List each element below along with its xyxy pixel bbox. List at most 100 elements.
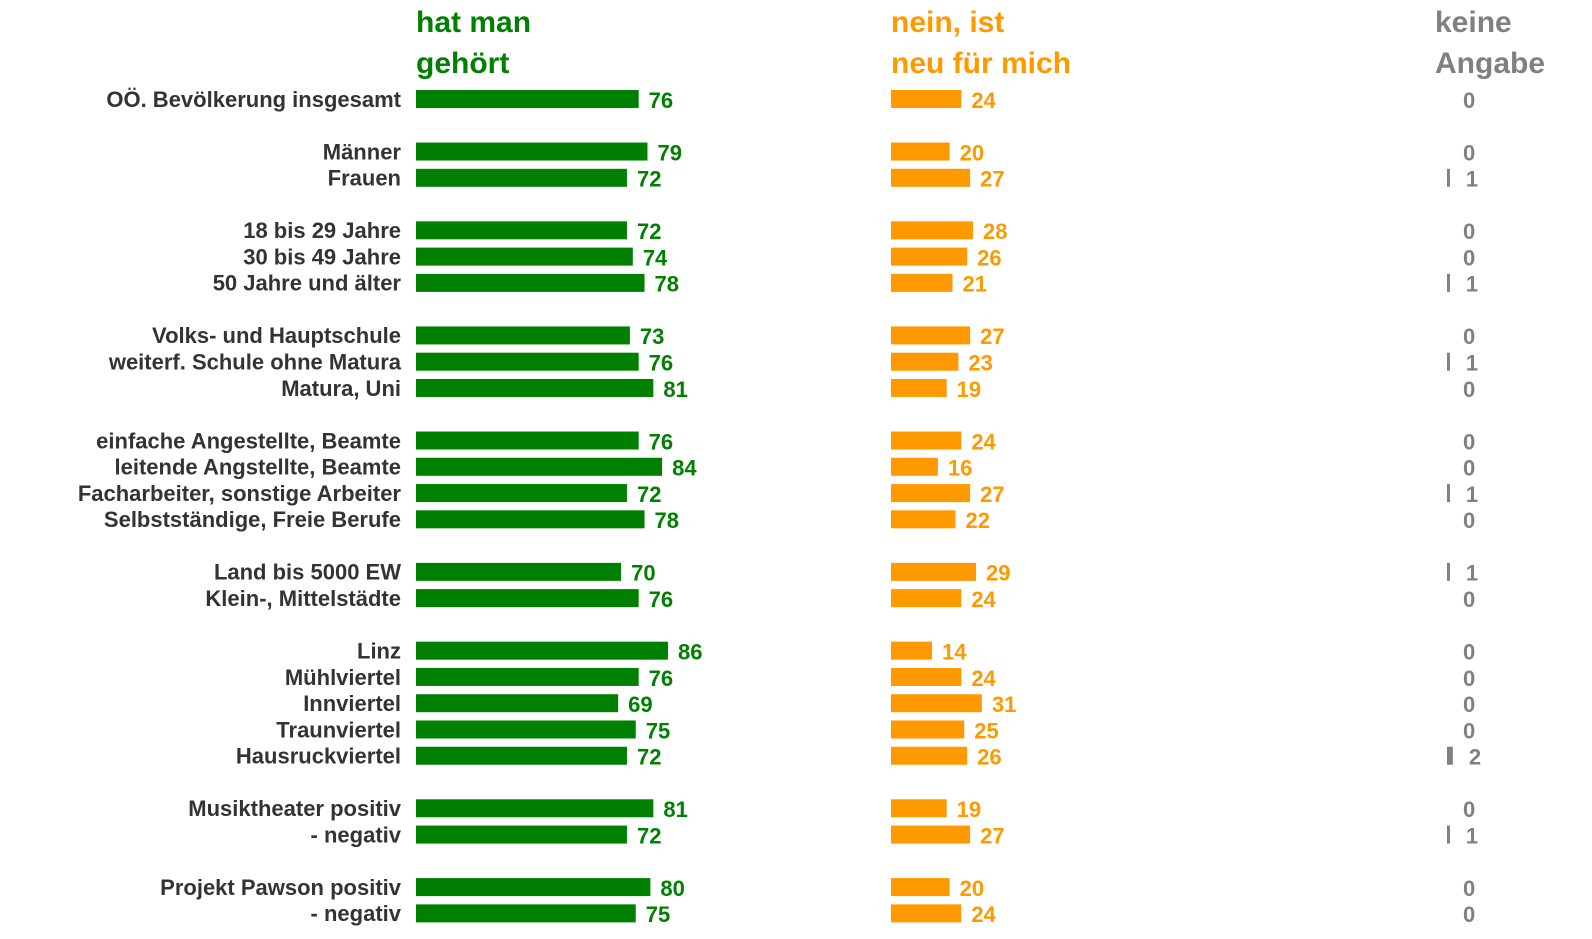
value-label: 24 (971, 902, 996, 927)
category-label: leitende Angstellte, Beamte (115, 455, 401, 480)
bar (891, 378, 947, 397)
value-label: 25 (974, 718, 998, 743)
value-label: 19 (957, 797, 981, 822)
value-label: 0 (1463, 692, 1475, 717)
bar (891, 746, 968, 765)
bar (891, 168, 971, 187)
value-label: 72 (637, 482, 661, 507)
bar (416, 431, 639, 450)
category-label: Hausruckviertel (236, 744, 401, 769)
category-label: 18 bis 29 Jahre (243, 218, 401, 243)
value-label: 0 (1463, 876, 1475, 901)
value-label: 1 (1466, 351, 1478, 376)
bar (416, 247, 633, 266)
category-label: Traunviertel (276, 717, 401, 742)
value-label: 72 (637, 823, 661, 848)
value-label: 75 (646, 718, 670, 743)
value-label: 72 (637, 745, 661, 770)
value-label: 0 (1463, 456, 1475, 481)
bar (416, 825, 627, 844)
value-label: 74 (643, 245, 668, 270)
bar (416, 142, 648, 161)
bar (891, 720, 965, 739)
value-label: 27 (980, 482, 1004, 507)
bar (891, 694, 982, 713)
value-label: 20 (960, 140, 984, 165)
bar (891, 510, 956, 529)
value-label: 76 (649, 351, 673, 376)
value-label: 24 (971, 666, 996, 691)
bar (416, 352, 639, 371)
bar (891, 641, 933, 660)
bar (416, 720, 636, 739)
value-label: 0 (1463, 718, 1475, 743)
bar (891, 247, 968, 266)
value-label: 76 (649, 429, 673, 454)
category-label: Mühlviertel (285, 665, 401, 690)
bar (416, 168, 627, 187)
category-label: einfache Angestellte, Beamte (96, 428, 401, 453)
category-label: Männer (323, 139, 402, 164)
value-label: 29 (986, 561, 1010, 586)
value-label: 26 (977, 745, 1001, 770)
bar (416, 799, 654, 818)
value-label: 1 (1466, 561, 1478, 586)
category-label: OÖ. Bevölkerung insgesamt (106, 87, 401, 112)
value-label: 0 (1463, 508, 1475, 533)
category-label: 30 bis 49 Jahre (243, 244, 401, 269)
value-label: 24 (971, 587, 996, 612)
bar (416, 457, 663, 476)
category-label: Land bis 5000 EW (214, 560, 401, 585)
bar (416, 562, 622, 581)
bar (416, 746, 627, 765)
value-label: 0 (1463, 324, 1475, 349)
category-label: Innviertel (303, 691, 401, 716)
bar (891, 142, 950, 161)
value-label: 1 (1466, 823, 1478, 848)
bar (891, 904, 962, 923)
bar (416, 904, 636, 923)
value-label: 72 (637, 167, 661, 192)
value-label: 27 (980, 324, 1004, 349)
bar (891, 273, 953, 292)
bar (416, 484, 627, 503)
value-label: 0 (1463, 219, 1475, 244)
value-label: 16 (948, 456, 972, 481)
value-label: 76 (649, 666, 673, 691)
bar (1447, 168, 1450, 187)
value-label: 21 (963, 272, 987, 297)
value-label: 1 (1466, 272, 1478, 297)
bar (416, 667, 639, 686)
category-label: Selbstständige, Freie Berufe (104, 507, 401, 532)
bar (891, 484, 971, 503)
category-label: 50 Jahre und älter (213, 271, 402, 296)
bar (891, 799, 947, 818)
bar (891, 221, 974, 240)
value-label: 69 (628, 692, 652, 717)
value-label: 14 (942, 639, 967, 664)
category-label: Linz (357, 638, 401, 663)
value-label: 81 (663, 377, 687, 402)
value-label: 0 (1463, 245, 1475, 270)
bar (1447, 484, 1450, 503)
value-label: 24 (971, 88, 996, 113)
value-label: 80 (660, 876, 684, 901)
bar (416, 221, 627, 240)
bar (891, 667, 962, 686)
bar (416, 326, 630, 345)
category-label: - negativ (311, 822, 402, 847)
bar (416, 510, 645, 529)
bar (416, 641, 668, 660)
value-label: 23 (968, 351, 992, 376)
value-label: 78 (655, 508, 679, 533)
bar (1447, 746, 1453, 765)
value-label: 2 (1469, 745, 1481, 770)
bar (891, 589, 962, 608)
bar (891, 90, 962, 108)
category-label: Klein-, Mittelstädte (205, 586, 401, 611)
value-label: 31 (992, 692, 1016, 717)
value-label: 84 (672, 456, 697, 481)
value-label: 0 (1463, 797, 1475, 822)
value-label: 70 (631, 561, 655, 586)
